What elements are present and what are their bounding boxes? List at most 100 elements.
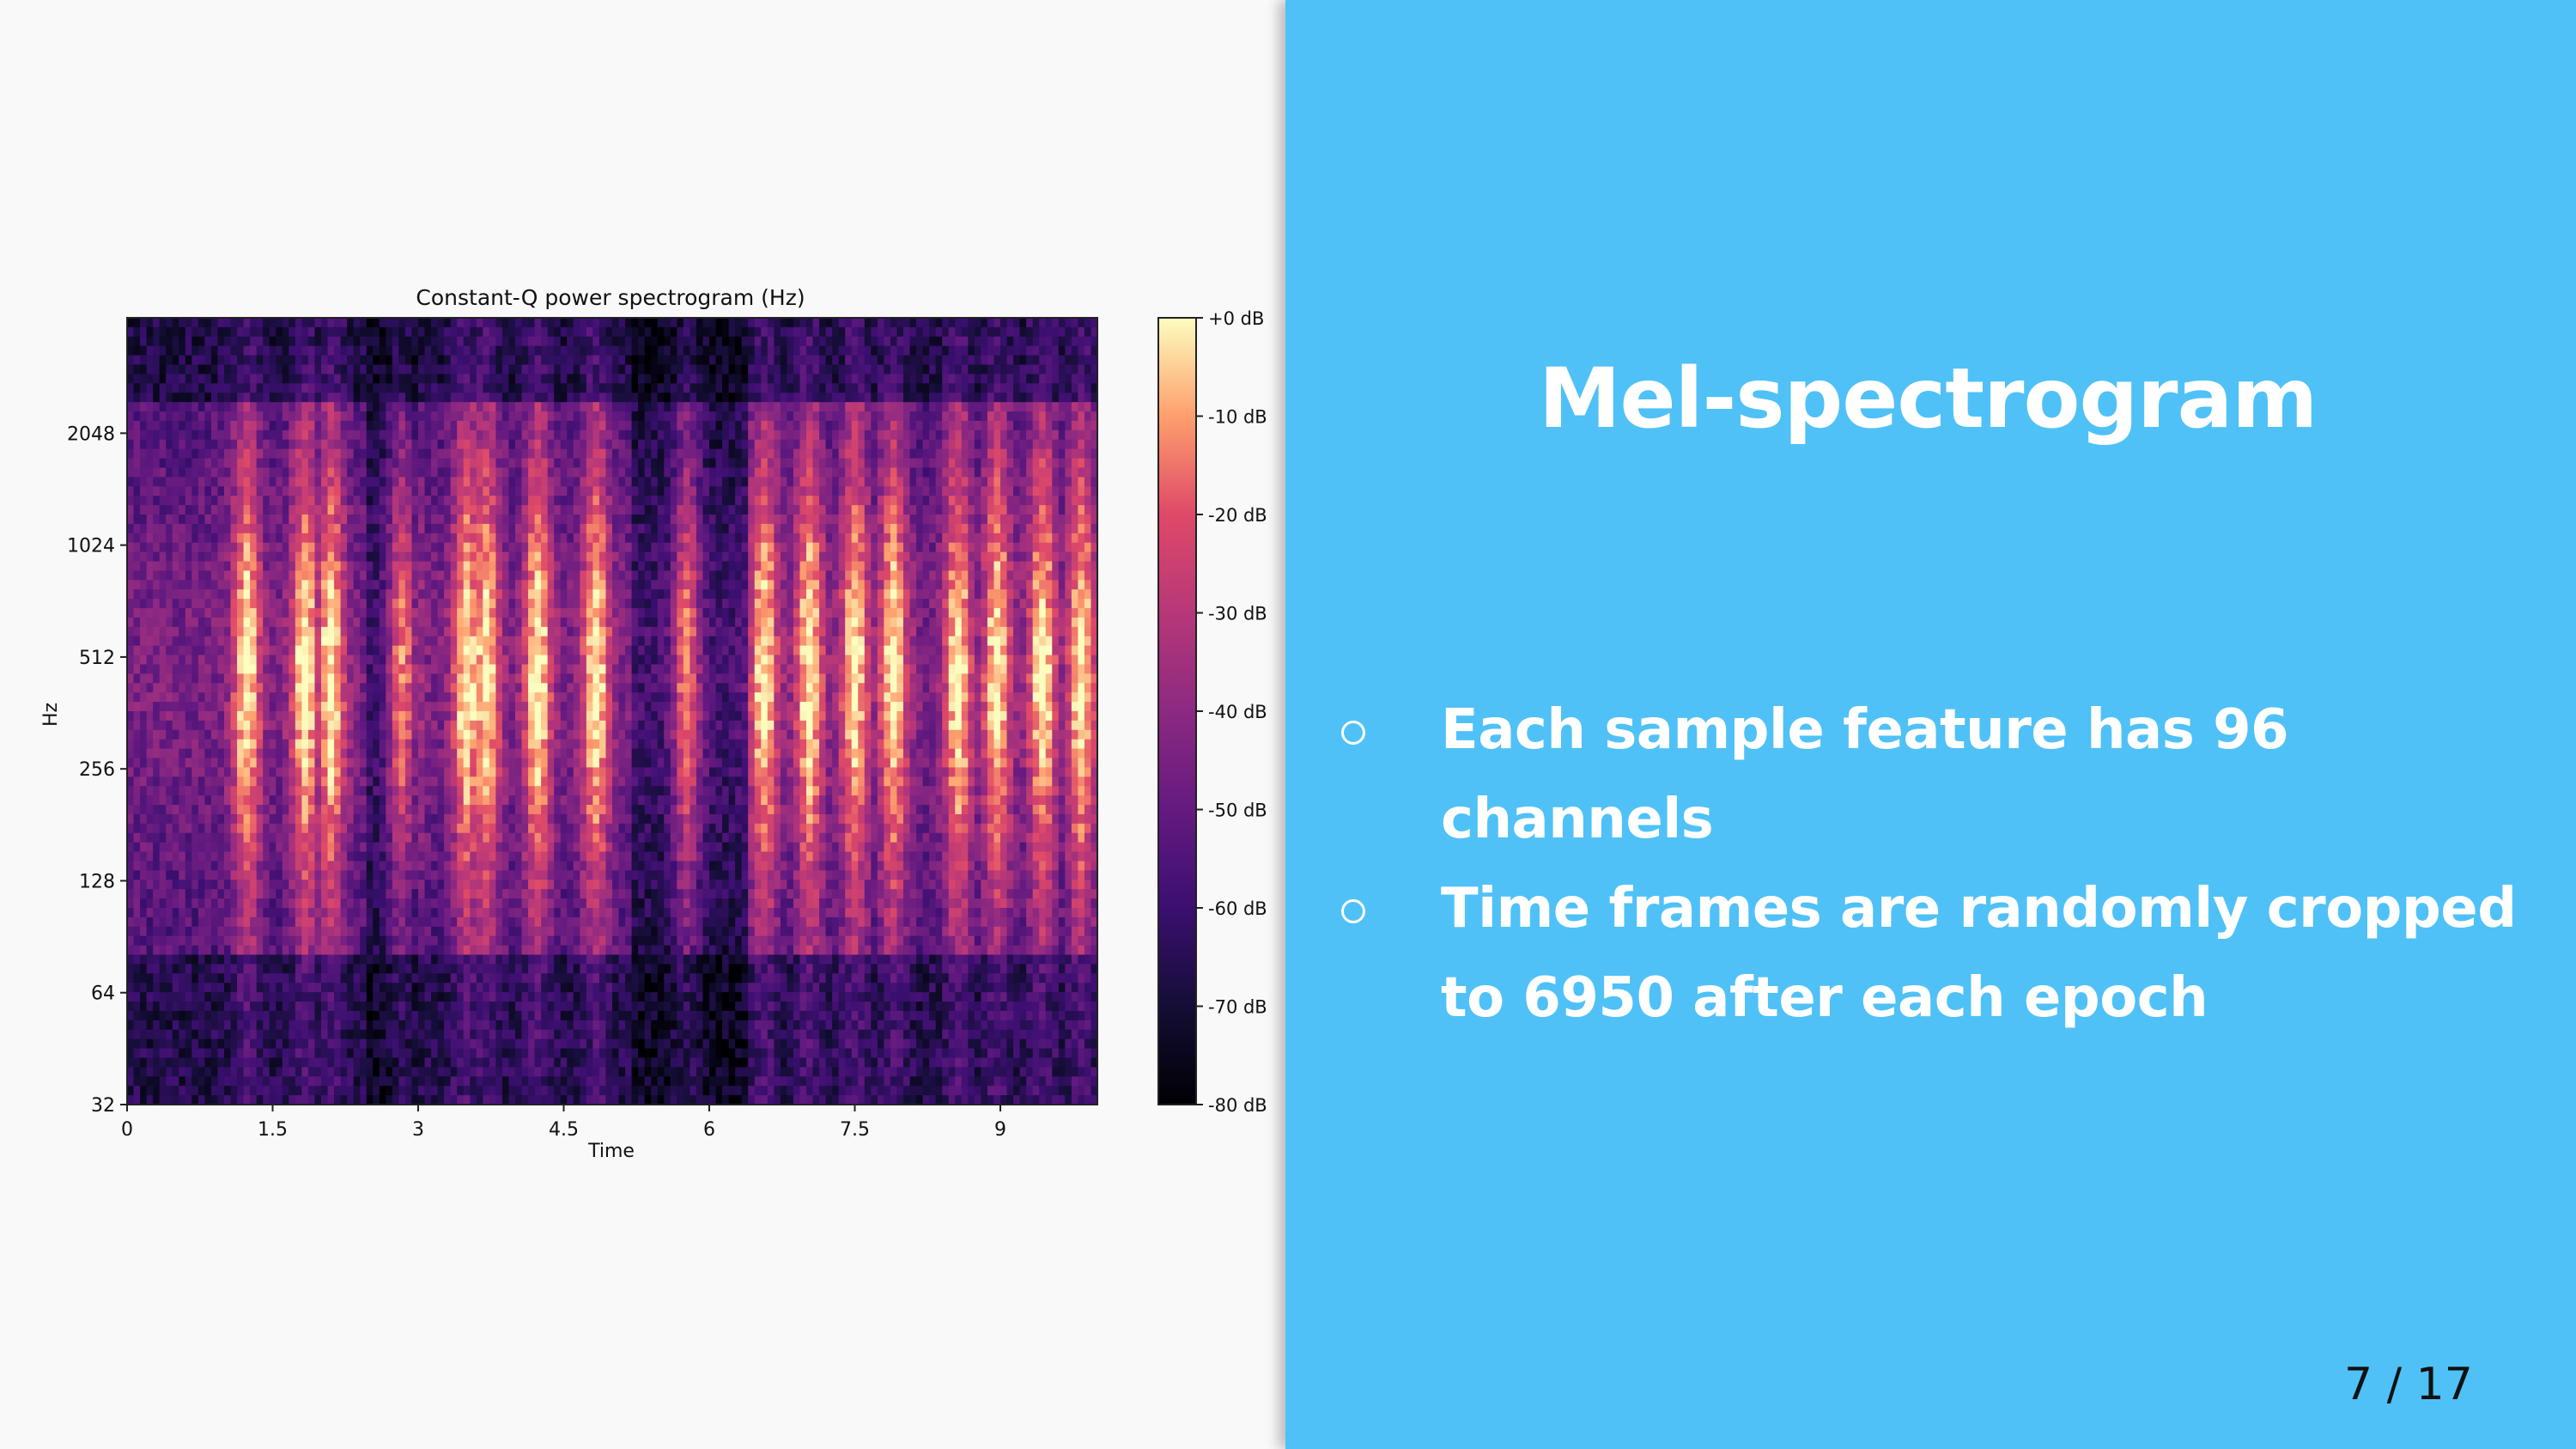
- heatmap-cell: [159, 589, 167, 600]
- heatmap-cell: [256, 916, 264, 928]
- heatmap-cell: [444, 851, 452, 862]
- heatmap-cell: [289, 1067, 296, 1077]
- heatmap-cell: [489, 580, 496, 590]
- heatmap-cell: [210, 477, 219, 487]
- heatmap-cell: [314, 908, 322, 918]
- heatmap-cell: [204, 1020, 212, 1031]
- heatmap-cell: [217, 748, 225, 759]
- heatmap-cell: [172, 673, 179, 684]
- heatmap-cell: [431, 1048, 439, 1059]
- heatmap-cell: [191, 608, 199, 618]
- heatmap-cell: [386, 983, 393, 993]
- heatmap-cell: [489, 954, 496, 965]
- heatmap-cell: [398, 383, 406, 393]
- heatmap-cell: [307, 954, 316, 965]
- heatmap-cell: [489, 983, 496, 993]
- heatmap-cell: [243, 429, 251, 441]
- heatmap-cell: [463, 973, 471, 983]
- heatmap-cell: [191, 542, 199, 553]
- heatmap-cell: [470, 683, 477, 693]
- heatmap-cell: [295, 786, 302, 796]
- heatmap-cell: [224, 1029, 232, 1040]
- heatmap-cell: [282, 420, 289, 431]
- heatmap-cell: [327, 364, 335, 375]
- heatmap-cell: [282, 439, 289, 450]
- heatmap-cell: [179, 926, 186, 937]
- heatmap-cell: [282, 776, 289, 787]
- heatmap-cell: [217, 889, 225, 899]
- heatmap-cell: [133, 608, 141, 618]
- heatmap-cell: [127, 664, 135, 674]
- heatmap-cell: [276, 767, 283, 777]
- heatmap-cell: [476, 673, 483, 684]
- heatmap-cell: [386, 805, 393, 815]
- heatmap-cell: [360, 889, 368, 899]
- heatmap-cell: [411, 870, 419, 880]
- heatmap-cell: [431, 992, 439, 1002]
- heatmap-cell: [489, 1076, 496, 1087]
- heatmap-cell: [295, 880, 302, 890]
- heatmap-cell: [197, 448, 205, 460]
- heatmap-cell: [217, 664, 225, 674]
- heatmap-cell: [444, 448, 452, 460]
- heatmap-cell: [424, 823, 432, 834]
- heatmap-cell: [172, 720, 179, 731]
- heatmap-cell: [295, 767, 302, 777]
- heatmap-cell: [295, 505, 302, 515]
- heatmap-cell: [179, 964, 186, 974]
- heatmap-cell: [411, 692, 419, 703]
- heatmap-cell: [185, 945, 192, 956]
- heatmap-cell: [501, 805, 510, 815]
- heatmap-cell: [307, 1057, 316, 1068]
- heatmap-cell: [437, 580, 445, 590]
- heatmap-cell: [418, 1038, 426, 1050]
- heatmap-cell: [360, 916, 368, 928]
- heatmap-cell: [172, 580, 179, 590]
- heatmap-cell: [153, 776, 161, 787]
- heatmap-cell: [379, 1086, 386, 1096]
- heatmap-cell: [373, 964, 380, 974]
- heatmap-cell: [146, 496, 154, 506]
- heatmap-cell: [263, 411, 270, 422]
- heatmap-cell: [159, 767, 167, 777]
- heatmap-cell: [379, 514, 386, 525]
- heatmap-cell: [263, 805, 270, 815]
- heatmap-cell: [353, 758, 361, 769]
- heatmap-cell: [463, 486, 471, 496]
- heatmap-cell: [276, 551, 283, 563]
- heatmap-cell: [133, 870, 141, 880]
- heatmap-cell: [185, 664, 192, 674]
- heatmap-cell: [501, 973, 510, 983]
- heatmap-cell: [250, 889, 258, 899]
- heatmap-cell: [411, 776, 419, 787]
- heatmap-cell: [489, 364, 496, 375]
- heatmap-cell: [159, 599, 167, 609]
- heatmap-cell: [295, 486, 302, 496]
- heatmap-cell: [224, 374, 232, 384]
- heatmap-cell: [501, 467, 510, 478]
- heatmap-cell: [418, 589, 426, 600]
- heatmap-cell: [269, 786, 276, 796]
- heatmap-cell: [237, 964, 245, 974]
- heatmap-cell: [237, 1048, 245, 1059]
- heatmap-cell: [386, 851, 393, 862]
- heatmap-cell: [269, 842, 276, 853]
- heatmap-cell: [501, 486, 510, 496]
- heatmap-cell: [153, 514, 161, 525]
- heatmap-cell: [159, 823, 167, 834]
- heatmap-cell: [263, 916, 270, 928]
- spectrogram-figure: Constant-Q power spectrogram (Hz) 0 1.5 3 4…: [40, 285, 1267, 1162]
- heatmap-cell: [470, 898, 477, 909]
- heatmap-cell: [153, 842, 161, 853]
- heatmap-cell: [450, 599, 458, 609]
- heatmap-cell: [392, 889, 399, 899]
- heatmap-cell: [418, 813, 426, 825]
- heatmap-cell: [301, 345, 309, 356]
- heatmap-cell: [379, 945, 386, 956]
- heatmap-cell: [269, 626, 276, 637]
- heatmap-cell: [386, 551, 393, 563]
- heatmap-cell: [250, 973, 258, 983]
- heatmap-cell: [269, 898, 276, 909]
- heatmap-cell: [444, 533, 452, 544]
- heatmap-cell: [217, 477, 225, 487]
